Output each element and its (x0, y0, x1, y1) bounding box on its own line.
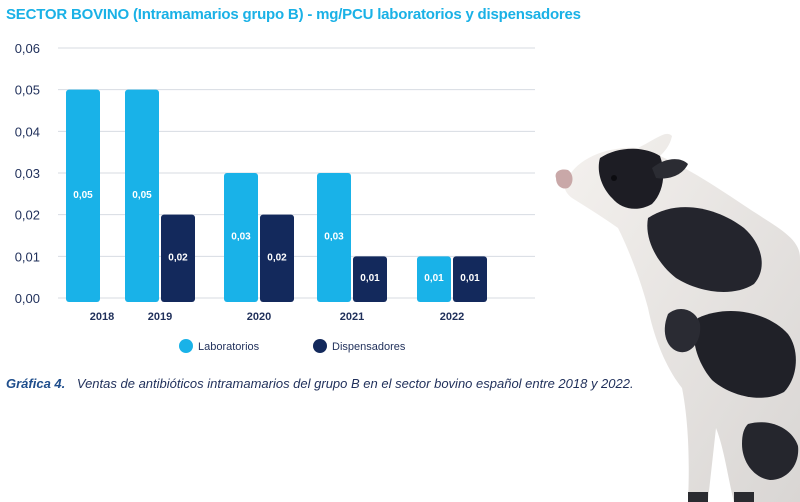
y-tick-label: 0,04 (15, 124, 40, 139)
bar-value-label: 0,02 (267, 252, 287, 263)
bar-laboratorios-2019 (125, 89, 159, 303)
x-tick-label: 2018 (90, 311, 114, 323)
y-tick-label: 0,06 (15, 41, 40, 56)
bar-dispensadores-2021 (353, 256, 387, 302)
y-tick-label: 0,01 (15, 249, 40, 264)
x-tick-label: 2019 (148, 311, 172, 323)
caption-prefix: Gráfica 4. (6, 376, 66, 391)
bars: 0,05 0,05 0,02 0,03 0,02 0,03 0,01 0,01 0,01 (66, 89, 487, 303)
y-tick-label: 0,03 (15, 166, 40, 181)
bar-laboratorios-2020 (224, 173, 258, 302)
bar-dispensadores-2020 (260, 214, 294, 302)
x-tick-label: 2020 (247, 311, 271, 323)
legend: Laboratorios Dispensadores (179, 339, 406, 353)
bar-value-label: 0,03 (324, 232, 344, 243)
y-tick-label: 0,05 (15, 83, 40, 98)
bar-chart: 0,000,010,020,030,040,050,06 0,05 0,050,0… (15, 41, 535, 353)
bar-value-label: 0,01 (460, 273, 480, 284)
bar-laboratorios-2022 (417, 256, 451, 302)
bar-value-label: 0,02 (168, 252, 188, 263)
legend-label: Dispensadores (332, 341, 406, 353)
bar-value-label: 0,03 (231, 232, 251, 243)
figure-caption: Gráfica 4. Ventas de antibióticos intram… (6, 376, 634, 391)
caption-text: Ventas de antibióticos intramamarios del… (76, 376, 634, 391)
y-tick-label: 0,00 (15, 291, 40, 306)
bar-dispensadores-2022 (453, 256, 487, 302)
bar-value-label: 0,05 (73, 190, 93, 201)
bar-laboratorios-2021 (317, 173, 351, 302)
legend-label: Laboratorios (198, 341, 260, 353)
bar-laboratorios-2018 (66, 89, 100, 303)
cow-illustration (555, 133, 800, 502)
x-axis: 2018 2019 2020 2021 2022 (90, 311, 464, 323)
x-tick-label: 2022 (440, 311, 464, 323)
legend-swatch (179, 339, 193, 353)
legend-swatch (313, 339, 327, 353)
bar-dispensadores-2019 (161, 214, 195, 302)
x-tick-label: 2021 (340, 311, 364, 323)
bar-value-label: 0,01 (360, 273, 380, 284)
y-axis: 0,00 0,01 0,02 0,03 0,04 0,05 0,06 (15, 41, 40, 306)
bar-value-label: 0,01 (424, 273, 444, 284)
chart-title: SECTOR BOVINO (Intramamarios grupo B) - … (6, 6, 581, 23)
y-tick-label: 0,02 (15, 208, 40, 223)
bar-value-label: 0,05 (132, 190, 152, 201)
